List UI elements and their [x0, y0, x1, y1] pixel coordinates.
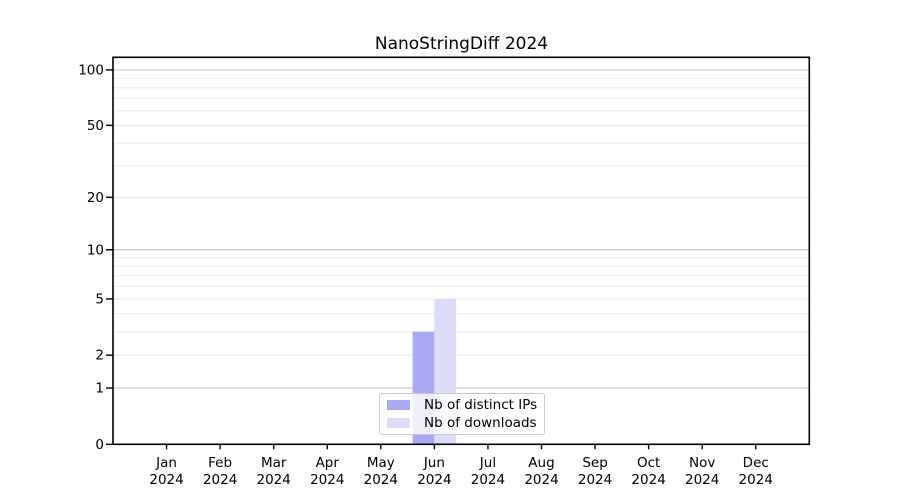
x-tick-label-year: 2024 [685, 472, 719, 488]
x-tick-label-year: 2024 [257, 472, 291, 488]
distinct-ips-swatch-icon [387, 400, 410, 410]
y-tick-label: 1 [95, 381, 104, 397]
x-tick-label-year: 2024 [149, 472, 183, 488]
x-tick-label-year: 2024 [524, 472, 558, 488]
x-tick-label-month: Dec [743, 455, 769, 471]
x-tick-label-year: 2024 [578, 472, 612, 488]
x-tick-label-month: Aug [528, 455, 554, 471]
x-tick-label-year: 2024 [471, 472, 505, 488]
y-tick-label: 2 [95, 348, 104, 364]
legend-label-distinct-ips: Nb of distinct IPs [424, 397, 538, 413]
x-tick-label-month: Feb [208, 455, 232, 471]
x-tick-label-year: 2024 [203, 472, 237, 488]
x-tick-label-month: Jun [423, 455, 445, 471]
x-tick-label-month: Sep [582, 455, 607, 471]
y-tick-label: 0 [95, 437, 104, 453]
y-tick-label: 5 [95, 291, 104, 307]
x-tick-label-month: Mar [261, 455, 287, 471]
chart-title: NanoStringDiff 2024 [374, 34, 549, 54]
x-tick-label-month: Jan [155, 455, 177, 471]
y-tick-label: 20 [87, 190, 104, 206]
x-tick-label-month: May [367, 455, 395, 471]
plot-frame [112, 56, 811, 446]
legend-label-downloads: Nb of downloads [424, 415, 537, 431]
x-tick-label-year: 2024 [631, 472, 665, 488]
x-tick-label-year: 2024 [310, 472, 344, 488]
x-tick-label-year: 2024 [739, 472, 773, 488]
x-tick-label-month: Nov [689, 455, 715, 471]
x-tick-label-year: 2024 [364, 472, 398, 488]
y-tick-label: 10 [87, 242, 104, 258]
x-tick-label-month: Apr [316, 455, 340, 471]
y-tick-label: 100 [78, 62, 104, 78]
downloads-swatch-icon [387, 418, 410, 428]
legend-entry-distinct-ips: Nb of distinct IPs [387, 396, 538, 414]
x-tick-label-month: Oct [637, 455, 660, 471]
legend: Nb of distinct IPs Nb of downloads [379, 393, 545, 435]
x-tick-label-year: 2024 [417, 472, 451, 488]
legend-entry-downloads: Nb of downloads [387, 414, 538, 432]
x-tick-label-month: Jul [479, 455, 496, 471]
y-tick-label: 50 [87, 118, 104, 134]
